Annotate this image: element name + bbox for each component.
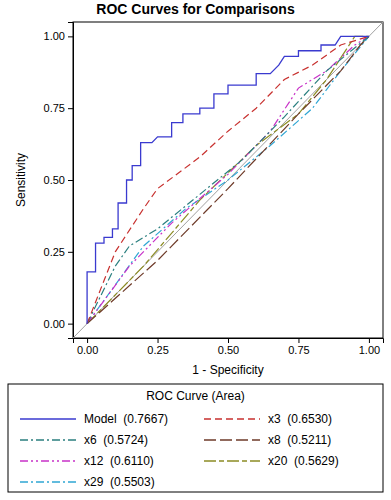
tick: 0.25	[147, 338, 168, 356]
tick-mark	[68, 252, 73, 253]
tick-label: 0.50	[44, 174, 65, 186]
chart: ROC Curves for Comparisons0.000.250.500.…	[0, 0, 391, 500]
tick-label: 1.00	[44, 30, 65, 42]
tick: 0.25	[44, 246, 73, 258]
legend-swatch	[20, 439, 76, 440]
tick-mark	[68, 324, 73, 325]
x-axis: 0.00 0.25 0.50 0.75 1.00	[74, 338, 384, 356]
legend-label: x6 (0.5724)	[84, 433, 148, 447]
tick: 0.75	[44, 102, 73, 114]
tick-label: 1.00	[359, 344, 380, 356]
legend-swatch	[204, 418, 260, 419]
legend-item: x29 (0.5503)	[20, 475, 155, 489]
legend-item: x20 (0.5629)	[204, 454, 339, 468]
tick-label: 0.00	[77, 344, 98, 356]
roc-curve	[87, 36, 369, 323]
roc-curve	[87, 36, 369, 323]
tick: 0.50	[44, 174, 73, 186]
legend-label: x3 (0.6530)	[268, 412, 332, 426]
tick-mark	[87, 338, 88, 343]
roc-curve	[87, 36, 369, 323]
legend-label: x29 (0.5503)	[84, 475, 155, 489]
marks	[73, 22, 383, 338]
plot-frame	[73, 22, 383, 338]
legend-swatch	[204, 439, 260, 440]
legend-swatch	[20, 460, 76, 461]
axis-line	[74, 339, 384, 344]
y-axis-title: Sensitivity	[14, 153, 28, 207]
roc-curve	[87, 36, 369, 323]
legend-item: Model (0.7667)	[20, 412, 168, 426]
legend-item: x12 (0.6110)	[20, 454, 154, 468]
tick-label: 0.00	[44, 318, 65, 330]
legend-swatch	[204, 460, 260, 461]
title: ROC Curves for Comparisons	[96, 1, 295, 17]
tick: 0.00	[44, 318, 73, 330]
tick-mark	[298, 338, 299, 343]
tick: 1.00	[44, 30, 73, 42]
legend-item: x8 (0.5211)	[204, 433, 331, 447]
legend-label: x8 (0.5211)	[268, 433, 331, 447]
legend: ROC Curve (Area) Model (0.7667) x3 (0.6530…	[8, 384, 383, 492]
tick-label: 0.50	[218, 344, 239, 356]
tick-mark	[228, 338, 229, 343]
axis-line	[68, 23, 74, 339]
roc-curve	[87, 36, 369, 323]
reference-line	[73, 22, 383, 338]
legend-swatch	[20, 481, 76, 482]
tick-mark	[68, 36, 73, 37]
tick-mark	[68, 180, 73, 181]
tick: 0.00	[77, 338, 98, 356]
x-axis-title: 1 - Specificity	[192, 363, 263, 377]
plot: 0.00 0.25 0.50 0.75 1.00 0.00 0.25 0.50 0.75 1.00…	[14, 22, 384, 377]
legend-label: x20 (0.5629)	[268, 454, 339, 468]
tick-mark	[369, 338, 370, 343]
legend-label: x12 (0.6110)	[84, 454, 154, 468]
tick: 0.50	[218, 338, 239, 356]
legend-box	[8, 384, 383, 492]
roc-curve	[87, 36, 369, 323]
legend-item: x3 (0.6530)	[204, 412, 332, 426]
legend-label: Model (0.7667)	[84, 412, 168, 426]
tick-mark	[68, 108, 73, 109]
legend-title: ROC Curve (Area)	[146, 389, 245, 403]
tick-label: 0.25	[44, 246, 65, 258]
roc-curve	[87, 36, 369, 323]
legend-swatch	[20, 418, 76, 419]
y-axis: 0.00 0.25 0.50 0.75 1.00	[44, 23, 74, 339]
legend-item: x6 (0.5724)	[20, 433, 148, 447]
tick-label: 0.25	[147, 344, 168, 356]
tick-label: 0.75	[44, 102, 65, 114]
tick-label: 0.75	[288, 344, 309, 356]
tick: 0.75	[288, 338, 309, 356]
tick-mark	[158, 338, 159, 343]
tick: 1.00	[359, 338, 380, 356]
